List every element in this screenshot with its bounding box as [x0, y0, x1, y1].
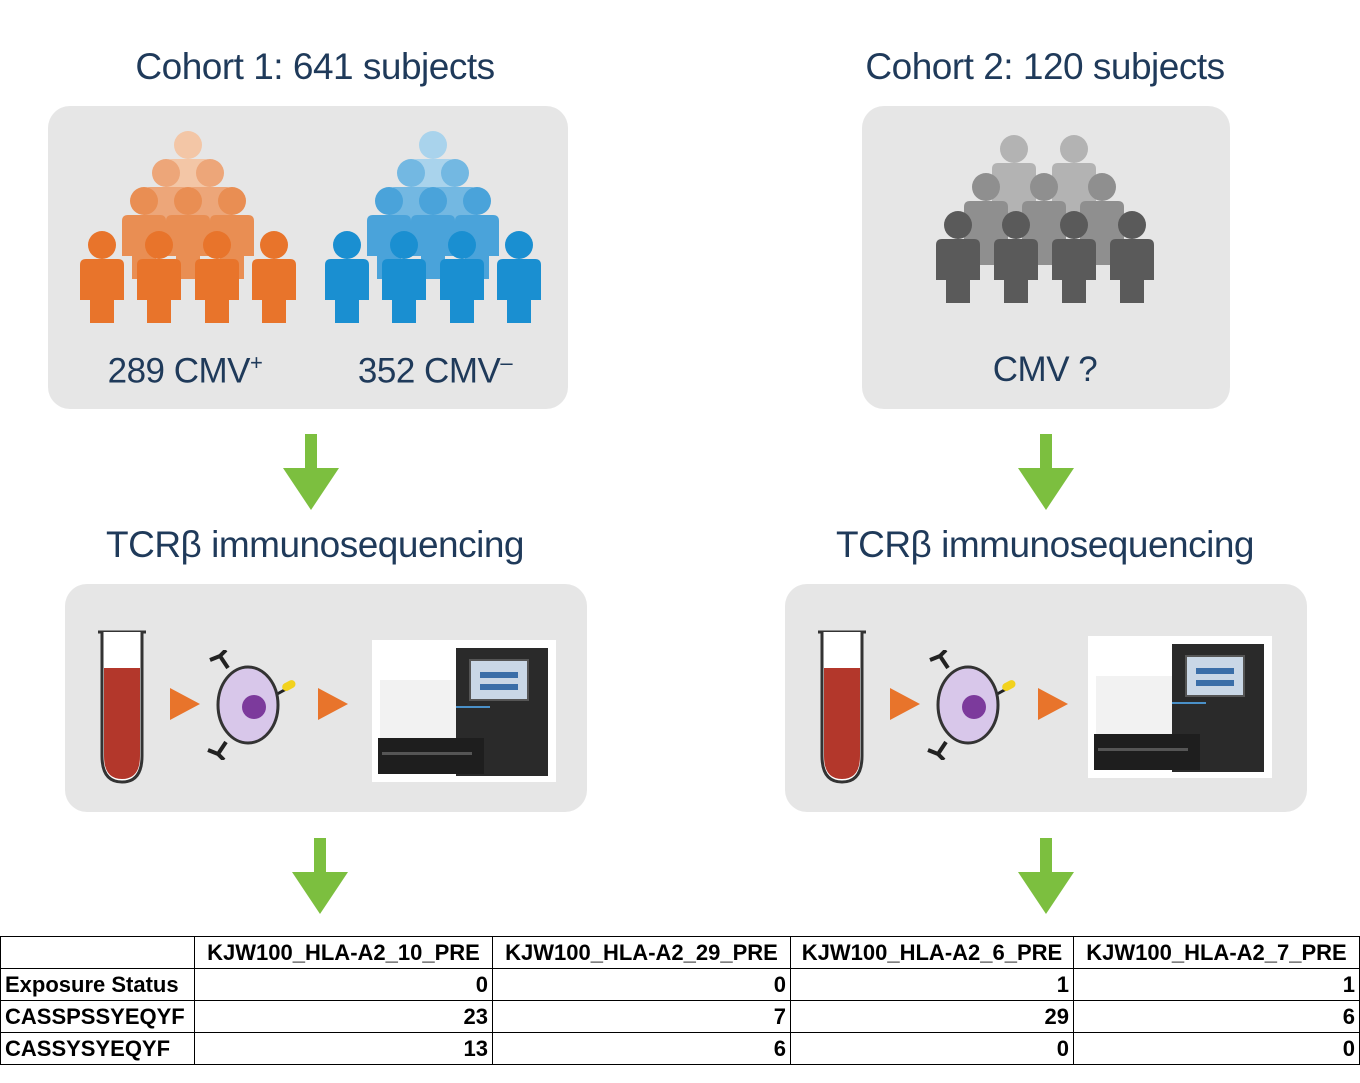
cmv-positive-count: 289 CMV+ — [80, 350, 290, 392]
exposure-table: KJW100_HLA-A2_10_PRE KJW100_HLA-A2_29_PR… — [0, 936, 1360, 1065]
cmv-negative-group-icon — [325, 131, 541, 323]
cmv-positive-group-icon — [80, 131, 296, 323]
table-cell: 6 — [492, 1032, 791, 1065]
table-row: CASSPSSYEQYF 23 7 29 6 — [0, 1000, 1360, 1033]
table-cell: 0 — [492, 968, 791, 1001]
table-header-cell: KJW100_HLA-A2_10_PRE — [194, 936, 493, 969]
table-row: CASSYSYEQYF 13 6 0 0 — [0, 1032, 1360, 1065]
sequencer-icon — [1088, 636, 1272, 778]
t-cell-icon — [927, 650, 1016, 760]
table-cell: 1 — [1073, 968, 1360, 1001]
table-header-row: KJW100_HLA-A2_10_PRE KJW100_HLA-A2_29_PR… — [0, 936, 1360, 969]
down-arrow-icon — [1018, 434, 1074, 510]
table-cell: 13 — [194, 1032, 493, 1065]
table-cell: 6 — [1073, 1000, 1360, 1033]
row-label: Exposure Status — [0, 968, 195, 1001]
cohort1-step-title: TCRβ immunosequencing — [106, 524, 524, 565]
cmv-negative-count: 352 CMV– — [330, 350, 540, 392]
down-arrow-icon — [292, 838, 348, 914]
table-row: Exposure Status 0 0 1 1 — [0, 968, 1360, 1001]
cmv-positive-count-text: 289 CMV — [107, 351, 251, 391]
table-cell: 23 — [194, 1000, 493, 1033]
cohort2-title: Cohort 2: 120 subjects — [865, 46, 1225, 87]
right-triangle-icon — [890, 688, 920, 720]
table-header-cell: KJW100_HLA-A2_7_PRE — [1073, 936, 1360, 969]
table-cell: 0 — [1073, 1032, 1360, 1065]
cmv-unknown-status: CMV ? — [992, 350, 1098, 389]
right-triangle-icon — [1038, 688, 1068, 720]
t-cell-icon — [207, 650, 296, 760]
table-header-cell — [0, 936, 195, 969]
minus-sign: – — [500, 350, 513, 375]
table-cell: 0 — [790, 1032, 1074, 1065]
cohort2-step-title: TCRβ immunosequencing — [836, 524, 1254, 565]
cmv-negative-count-text: 352 CMV — [357, 351, 501, 391]
row-label: CASSYSYEQYF — [0, 1032, 195, 1065]
down-arrow-icon — [1018, 838, 1074, 914]
plus-sign: + — [250, 350, 263, 375]
table-cell: 0 — [194, 968, 493, 1001]
cohort1-title: Cohort 1: 641 subjects — [135, 46, 495, 87]
blood-tube-icon — [818, 630, 866, 784]
table-header-cell: KJW100_HLA-A2_6_PRE — [790, 936, 1074, 969]
blood-tube-icon — [98, 630, 146, 784]
table-cell: 1 — [790, 968, 1074, 1001]
unknown-status-group-icon — [936, 135, 1154, 303]
table-header-cell: KJW100_HLA-A2_29_PRE — [492, 936, 791, 969]
down-arrow-icon — [283, 434, 339, 510]
sequencer-icon — [372, 640, 556, 782]
row-label: CASSPSSYEQYF — [0, 1000, 195, 1033]
table-cell: 29 — [790, 1000, 1074, 1033]
right-triangle-icon — [318, 688, 348, 720]
right-triangle-icon — [170, 688, 200, 720]
table-cell: 7 — [492, 1000, 791, 1033]
